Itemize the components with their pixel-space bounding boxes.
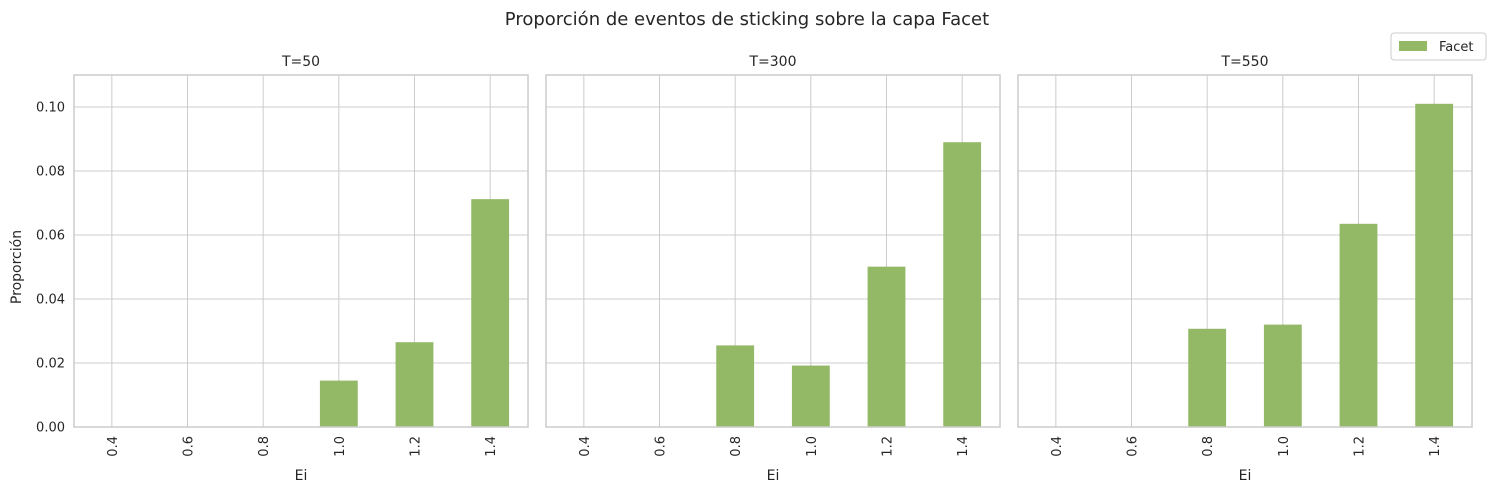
bar [867,266,906,427]
bar [1415,103,1454,428]
y-axis-label: Proporción [9,230,25,304]
subplot-2: 0.4 0.6 0.8 1.0 1.2 1.4 T=550 Ei [1017,54,1473,484]
x-tick-label: 0.8 [1201,436,1216,457]
y-tick-label: 0.08 [36,165,65,180]
legend-label-facet: Facet [1439,40,1474,55]
x-tick-label: 1.4 [484,436,499,457]
x-tick-label: 1.0 [333,436,348,457]
y-tick-label: 0.02 [36,357,65,372]
bar [716,345,755,427]
axes-frame [73,74,529,428]
x-tick-label: 1.2 [1353,436,1368,457]
x-tick-label: 1.2 [409,436,424,457]
bar [791,365,830,427]
x-tick-label: 1.4 [1428,436,1443,457]
x-tick-label: 0.8 [729,436,744,457]
x-tick-label: 0.4 [578,436,593,457]
bar [319,380,358,427]
x-axis-label: Ei [1239,468,1252,484]
x-tick-label: 0.4 [1050,436,1065,457]
subplot-0: 0.00 0.02 0.04 0.06 0.08 0.10 0.4 0.6 0.8 1.0 1.2 1… [36,54,529,484]
y-tick-label: 0.06 [36,229,65,244]
x-tick-label: 1.0 [805,436,820,457]
subplot-panels: 0.00 0.02 0.04 0.06 0.08 0.10 0.4 0.6 0.8 1.0 1.2 1… [36,54,1473,484]
axes-frame [1017,74,1473,428]
legend-swatch [1399,41,1427,51]
bar [1188,328,1227,427]
x-axis-label: Ei [767,468,780,484]
legend: Facet [1390,32,1487,61]
x-tick-label: 0.8 [257,436,272,457]
y-tick-label: 0.00 [36,421,65,436]
bar [395,342,434,427]
x-tick-label: 0.6 [182,436,197,457]
bar [471,199,510,427]
x-tick-label: 0.6 [654,436,669,457]
panel-title: T=300 [748,54,796,70]
x-tick-label: 1.0 [1277,436,1292,457]
panel-title: T=50 [281,54,320,70]
x-tick-label: 1.2 [881,436,896,457]
subplot-1: 0.4 0.6 0.8 1.0 1.2 1.4 T=300 Ei [545,54,1001,484]
bar [1339,223,1378,427]
y-tick-label: 0.04 [36,293,65,308]
y-tick-label: 0.10 [36,101,65,116]
bar [943,142,982,427]
x-tick-label: 0.4 [106,436,121,457]
x-tick-label: 0.6 [1126,436,1141,457]
panel-title: T=550 [1220,54,1268,70]
legend-frame [1390,32,1487,61]
chart-title: Proporción de eventos de sticking sobre … [505,9,989,30]
x-tick-label: 1.4 [956,436,971,457]
axes-frame [545,74,1001,428]
x-axis-label: Ei [295,468,308,484]
bar [1263,324,1302,427]
